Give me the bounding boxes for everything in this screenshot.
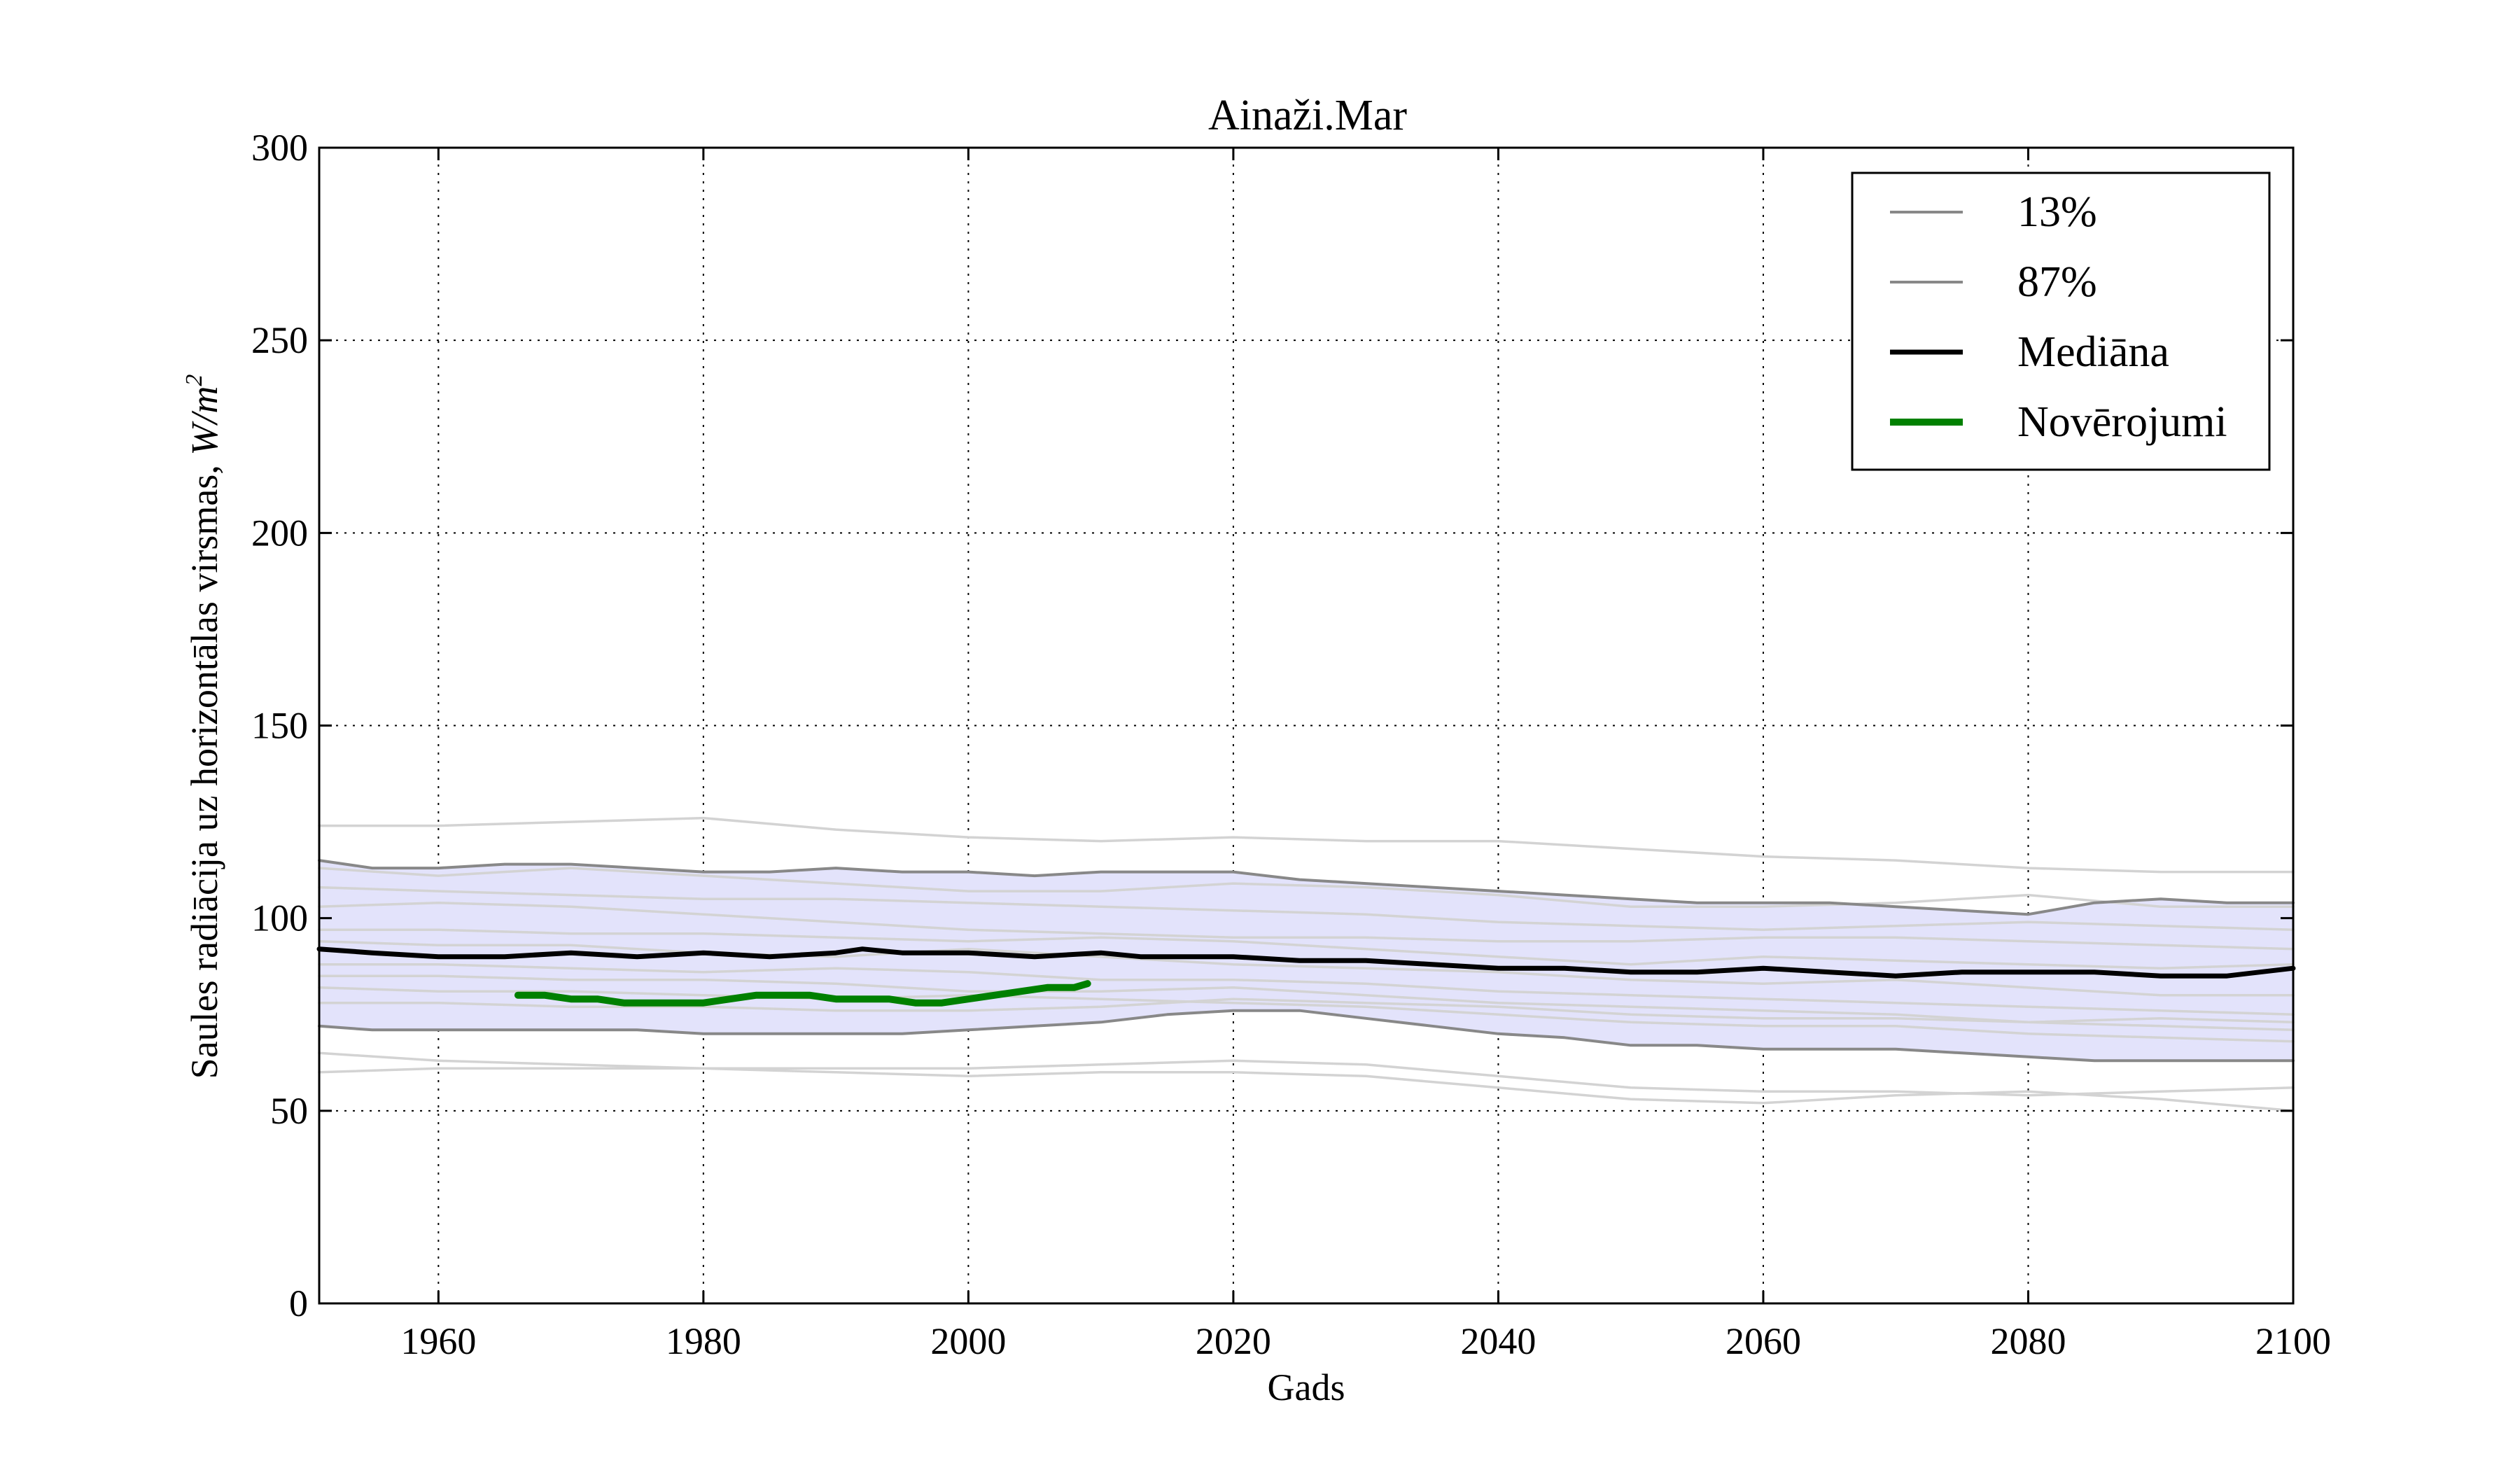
series-line-model bbox=[318, 974, 2295, 1032]
legend-item: 13% bbox=[1890, 188, 2097, 236]
y-tick-label: 0 bbox=[289, 1282, 308, 1324]
x-tick-label: 2060 bbox=[1726, 1320, 1801, 1362]
y-axis-label-unit: W/m bbox=[183, 386, 225, 456]
legend-label: Novērojumi bbox=[2017, 398, 2227, 446]
series-line-model bbox=[318, 962, 2295, 1016]
series-line-median bbox=[316, 946, 2296, 979]
y-tick-label: 300 bbox=[251, 127, 308, 169]
series-line-model bbox=[318, 928, 2295, 969]
series-line-model bbox=[318, 939, 2295, 997]
x-tick-label: 1980 bbox=[666, 1320, 741, 1362]
y-axis-ticks: 0 50 100 150 200 250 300 bbox=[251, 127, 2293, 1324]
series-line-model bbox=[318, 816, 2295, 874]
legend-item: Mediāna bbox=[1890, 328, 2169, 376]
series-line-model bbox=[318, 997, 2295, 1024]
series-line-model bbox=[318, 867, 2295, 908]
y-tick-label: 150 bbox=[251, 705, 308, 747]
x-tick-label: 2000 bbox=[930, 1320, 1006, 1362]
y-tick-label: 50 bbox=[270, 1090, 308, 1132]
y-tick-label: 100 bbox=[251, 897, 308, 939]
y-tick-label: 250 bbox=[251, 319, 308, 361]
x-axis-label: Gads bbox=[1268, 1366, 1345, 1408]
legend-item: Novērojumi bbox=[1890, 398, 2227, 446]
legend-item: 87% bbox=[1890, 258, 2097, 306]
series-line-model bbox=[318, 1067, 2295, 1112]
x-tick-label: 2020 bbox=[1196, 1320, 1271, 1362]
legend-label: Mediāna bbox=[2017, 328, 2169, 376]
x-tick-label: 2040 bbox=[1460, 1320, 1536, 1362]
series-line-p13 bbox=[318, 1009, 2295, 1063]
legend-entries: 13% 87% Mediāna Novērojumi bbox=[1890, 188, 2227, 446]
legend: 13% 87% Mediāna Novērojumi bbox=[1851, 172, 2271, 471]
y-axis-label-unit-exponent: 2 bbox=[181, 374, 207, 386]
legend-label: 87% bbox=[2017, 258, 2097, 306]
y-tick-label: 200 bbox=[251, 512, 308, 554]
legend-label: 13% bbox=[2017, 188, 2097, 236]
x-axis-ticks: 1960 1980 2000 2020 2040 2060 2080 2100 bbox=[400, 148, 2331, 1362]
series-line-model bbox=[318, 901, 2295, 951]
series-line-observations bbox=[514, 980, 1091, 1007]
series-line-model bbox=[318, 986, 2295, 1043]
y-axis-label-text: Saules radiācija uz horizontālas virsmas… bbox=[183, 456, 225, 1079]
chart-title: Ainaži.Mar bbox=[1208, 92, 1407, 139]
series-line-p87 bbox=[318, 859, 2295, 916]
x-tick-label: 2080 bbox=[1990, 1320, 2066, 1362]
x-tick-label: 2100 bbox=[2255, 1320, 2331, 1362]
series-line-model bbox=[318, 886, 2295, 931]
y-axis-label: Saules radiācija uz horizontālas virsmas… bbox=[181, 374, 225, 1079]
series-lines bbox=[316, 816, 2296, 1112]
x-tick-label: 1960 bbox=[400, 1320, 476, 1362]
